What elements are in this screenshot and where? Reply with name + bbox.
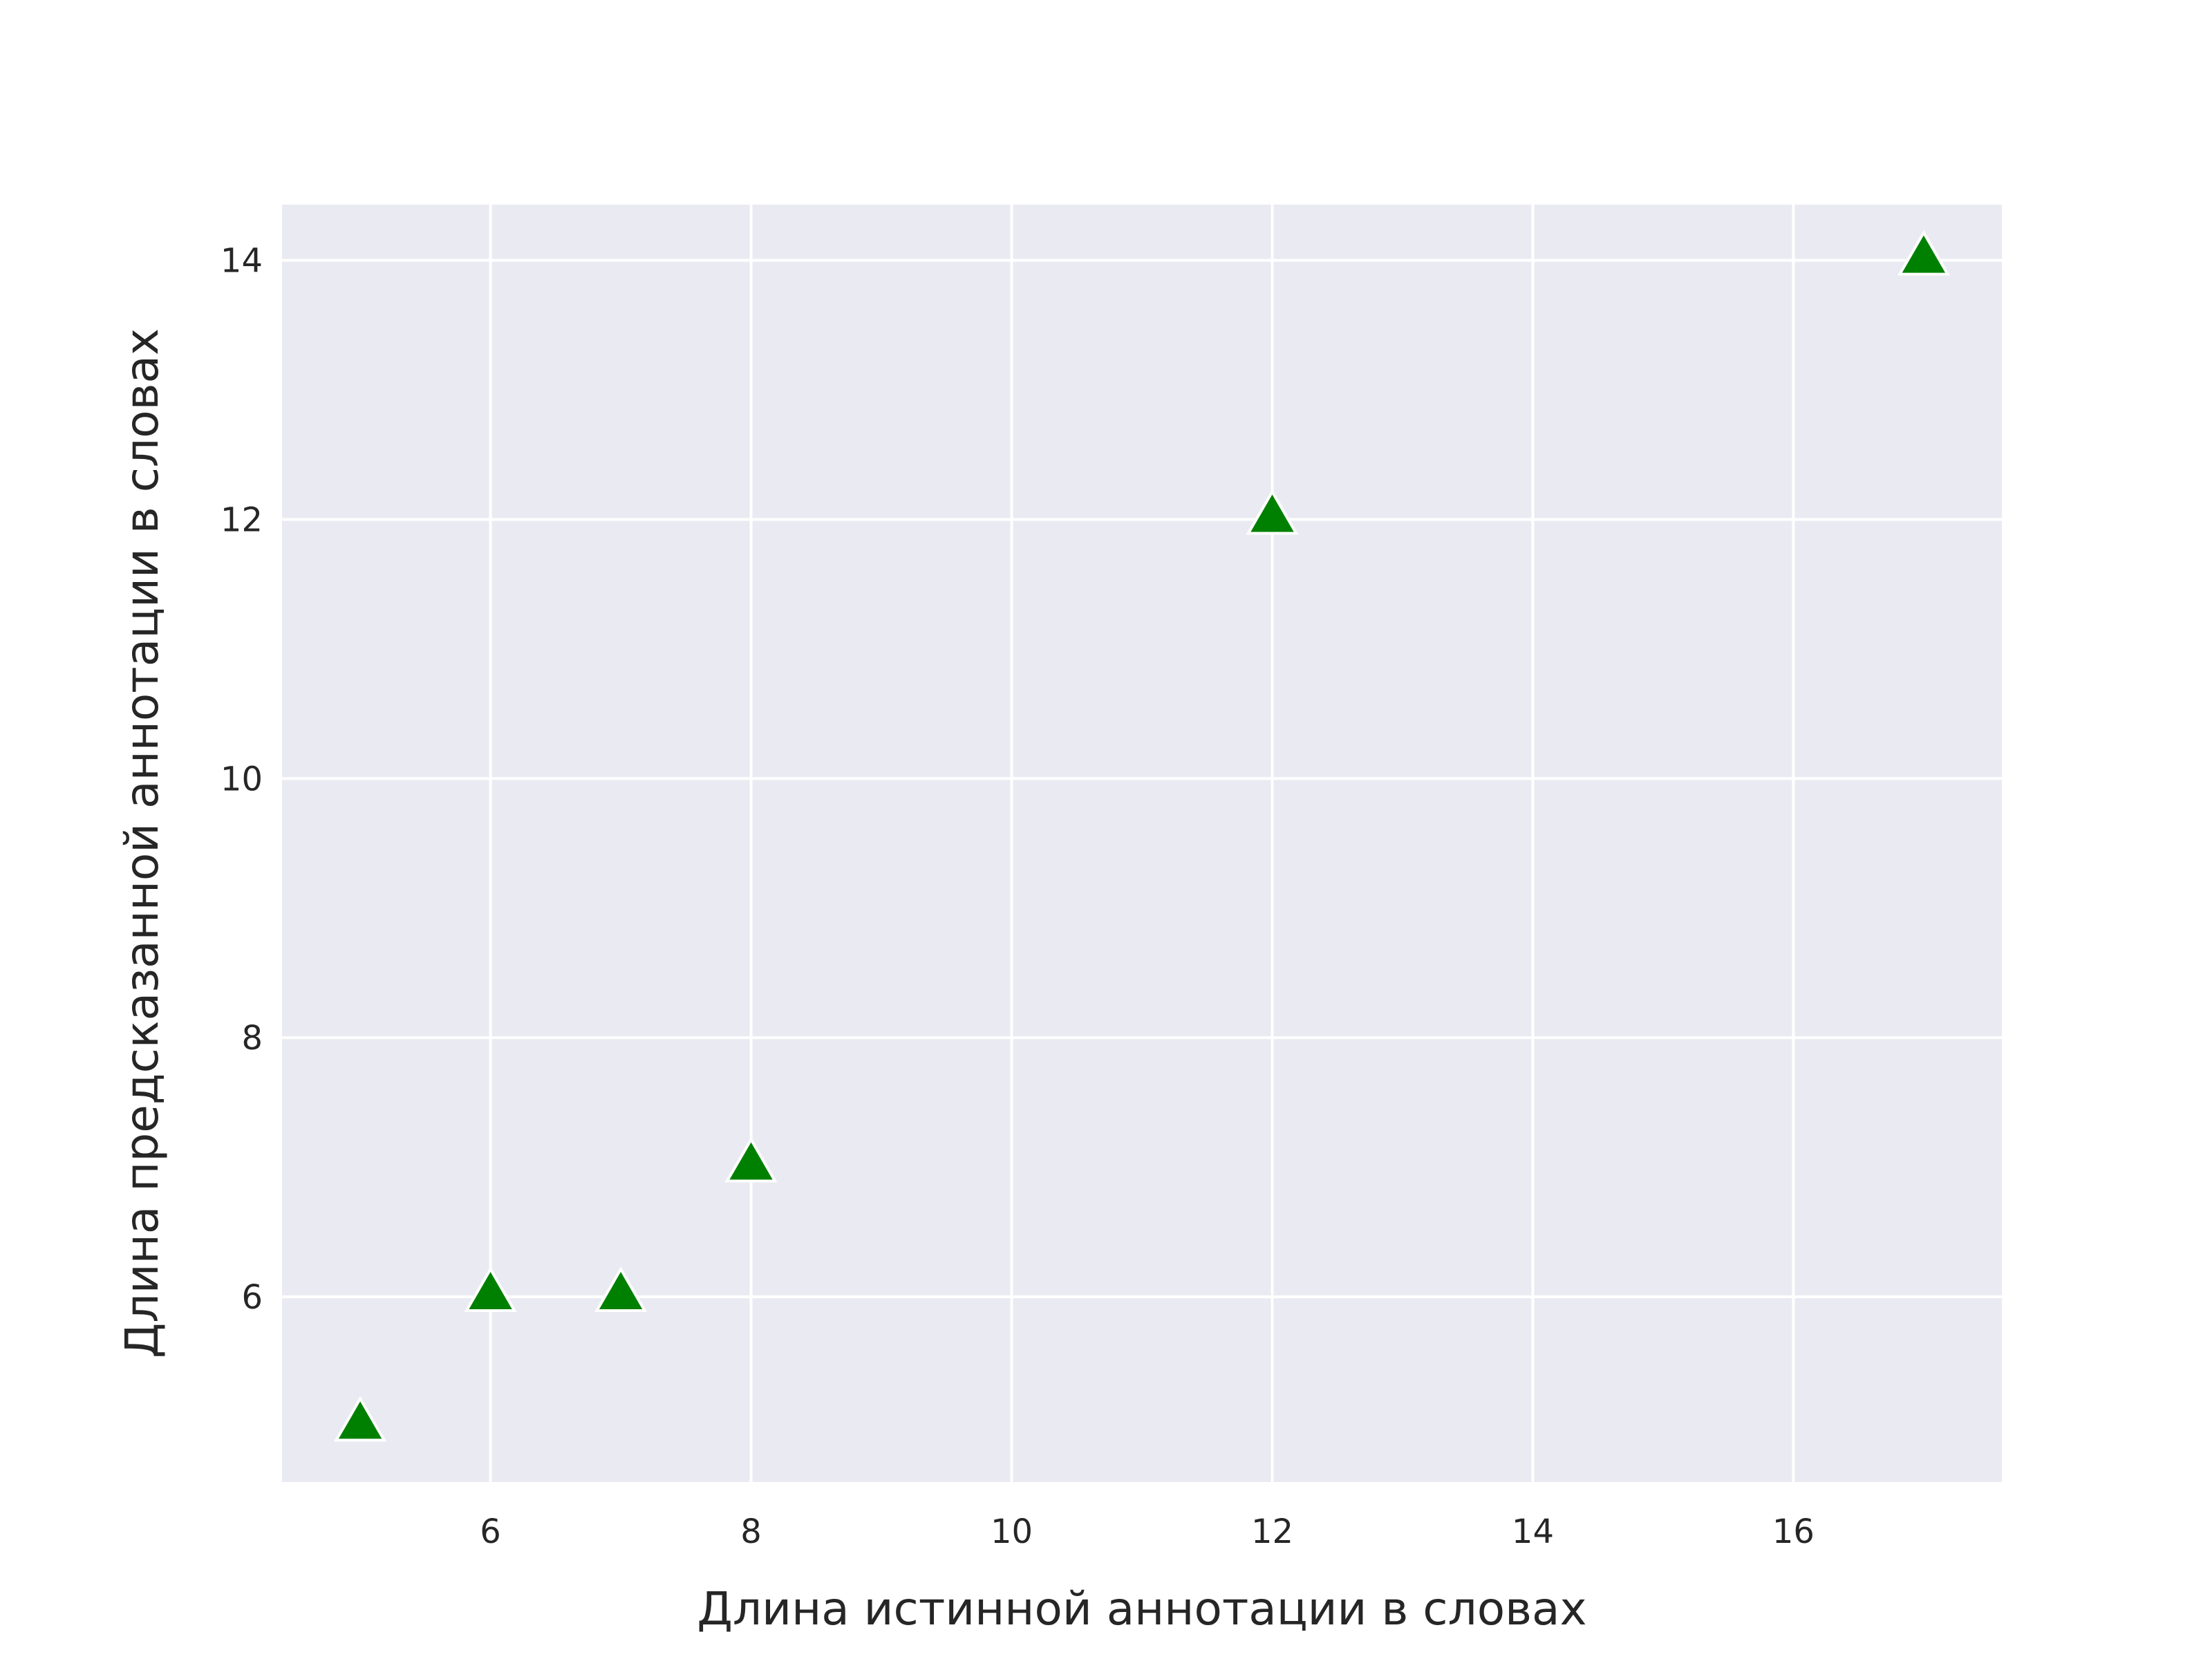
x-tick-label: 6 <box>480 1512 501 1551</box>
y-tick-label: 6 <box>241 1278 263 1317</box>
y-tick-label: 10 <box>221 760 263 798</box>
grid-lines <box>282 205 2002 1482</box>
x-tick-label: 14 <box>1512 1512 1554 1551</box>
x-tick-label: 12 <box>1251 1512 1293 1551</box>
y-axis-label: Длина предсказанной аннотации в словах <box>115 328 169 1358</box>
y-tick-label: 12 <box>221 500 263 539</box>
x-axis-label: Длина истинной аннотации в словах <box>697 1582 1586 1635</box>
scatter-point <box>333 1396 387 1442</box>
y-tick-labels: 6 8 10 12 14 <box>221 242 263 1317</box>
x-tick-label: 10 <box>991 1512 1033 1551</box>
data-points <box>333 229 1951 1442</box>
plot-area <box>282 205 2002 1482</box>
scatter-point <box>1246 489 1299 535</box>
scatter-point <box>724 1136 778 1183</box>
scatter-point <box>464 1266 517 1312</box>
x-tick-labels: 6 8 10 12 14 16 <box>480 1512 1815 1551</box>
y-tick-label: 8 <box>241 1019 263 1058</box>
x-tick-label: 8 <box>740 1512 762 1551</box>
scatter-point <box>1897 229 1951 276</box>
x-tick-label: 16 <box>1772 1512 1815 1551</box>
y-tick-label: 14 <box>221 242 263 281</box>
scatter-point <box>594 1266 648 1312</box>
